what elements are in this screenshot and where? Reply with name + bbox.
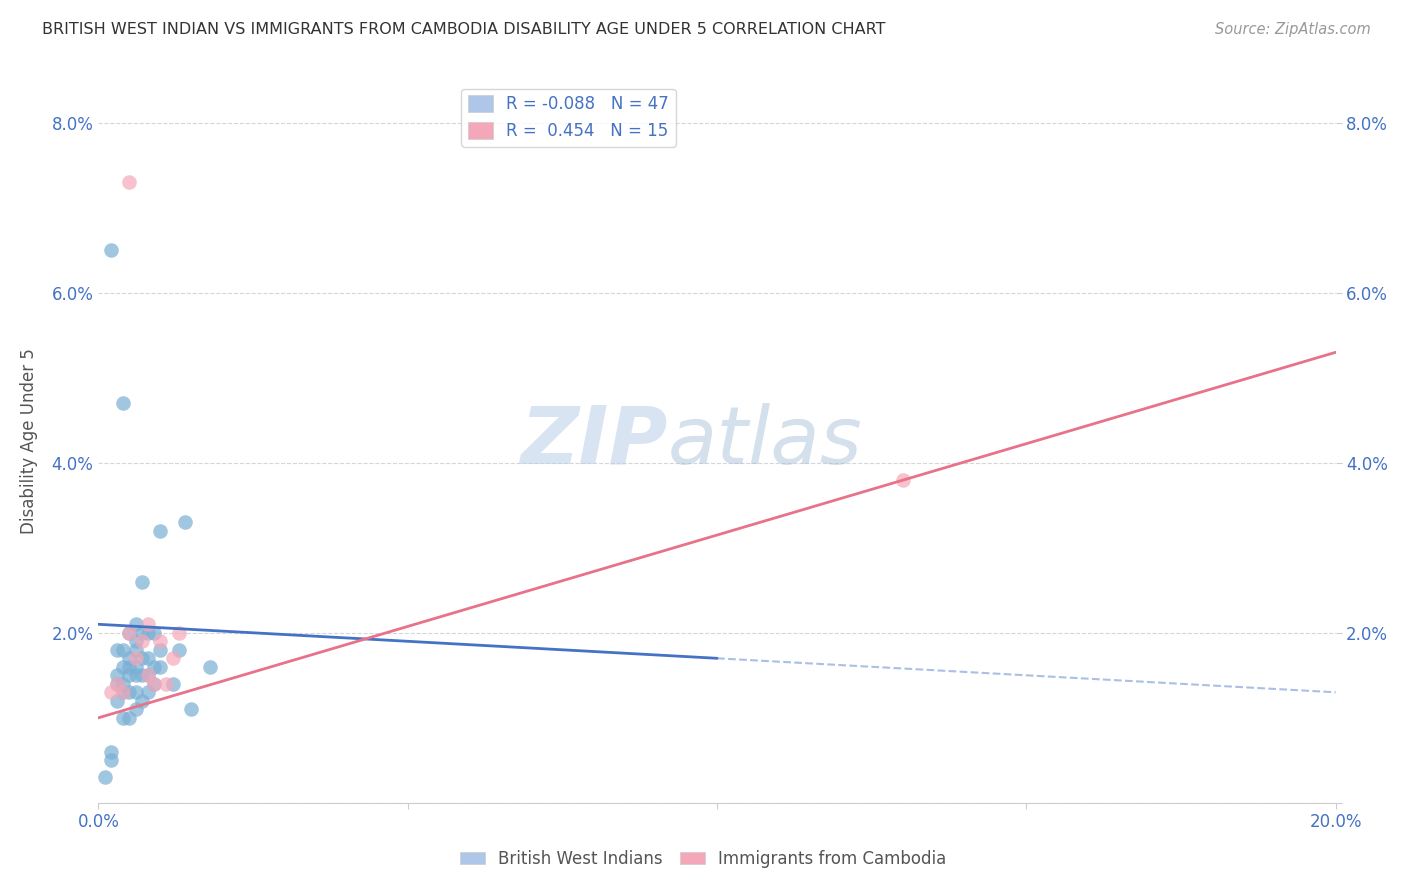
Point — [100, 753, 122, 767]
Point — [112, 685, 135, 699]
Point — [155, 677, 177, 691]
Point — [118, 175, 141, 189]
Point — [143, 677, 166, 691]
Point — [131, 694, 153, 708]
Point — [100, 685, 122, 699]
Point — [105, 694, 128, 708]
Point — [112, 711, 135, 725]
Point — [198, 660, 221, 674]
Point — [167, 642, 190, 657]
Point — [100, 244, 122, 258]
Point — [136, 651, 159, 665]
Point — [112, 685, 135, 699]
Point — [136, 668, 159, 682]
Point — [167, 625, 190, 640]
Point — [124, 702, 146, 716]
Point — [112, 677, 135, 691]
Point — [136, 685, 159, 699]
Point — [149, 642, 172, 657]
Point — [124, 634, 146, 648]
Legend: British West Indians, Immigrants from Cambodia: British West Indians, Immigrants from Ca… — [453, 844, 953, 875]
Point — [174, 516, 197, 530]
Point — [112, 642, 135, 657]
Point — [149, 634, 172, 648]
Point — [124, 617, 146, 632]
Text: ZIP: ZIP — [520, 402, 668, 481]
Point — [131, 634, 153, 648]
Point — [891, 473, 914, 487]
Point — [124, 642, 146, 657]
Point — [124, 660, 146, 674]
Text: BRITISH WEST INDIAN VS IMMIGRANTS FROM CAMBODIA DISABILITY AGE UNDER 5 CORRELATI: BRITISH WEST INDIAN VS IMMIGRANTS FROM C… — [42, 22, 886, 37]
Point — [124, 651, 146, 665]
Point — [131, 574, 153, 589]
Point — [112, 396, 135, 410]
Y-axis label: Disability Age Under 5: Disability Age Under 5 — [20, 349, 38, 534]
Point — [118, 685, 141, 699]
Point — [118, 711, 141, 725]
Point — [131, 668, 153, 682]
Point — [136, 625, 159, 640]
Point — [180, 702, 202, 716]
Point — [149, 660, 172, 674]
Point — [118, 651, 141, 665]
Point — [105, 642, 128, 657]
Point — [100, 745, 122, 759]
Point — [131, 625, 153, 640]
Point — [124, 668, 146, 682]
Point — [105, 668, 128, 682]
Point — [162, 651, 184, 665]
Text: atlas: atlas — [668, 402, 862, 481]
Point — [118, 660, 141, 674]
Legend: R = -0.088   N = 47, R =  0.454   N = 15: R = -0.088 N = 47, R = 0.454 N = 15 — [461, 88, 676, 146]
Text: Source: ZipAtlas.com: Source: ZipAtlas.com — [1215, 22, 1371, 37]
Point — [118, 668, 141, 682]
Point — [105, 677, 128, 691]
Point — [131, 651, 153, 665]
Point — [93, 770, 115, 784]
Point — [149, 524, 172, 538]
Point — [143, 625, 166, 640]
Point — [124, 685, 146, 699]
Point — [136, 617, 159, 632]
Point — [143, 677, 166, 691]
Point — [162, 677, 184, 691]
Point — [105, 677, 128, 691]
Point — [112, 660, 135, 674]
Point — [118, 625, 141, 640]
Point — [143, 660, 166, 674]
Point — [118, 625, 141, 640]
Point — [136, 668, 159, 682]
